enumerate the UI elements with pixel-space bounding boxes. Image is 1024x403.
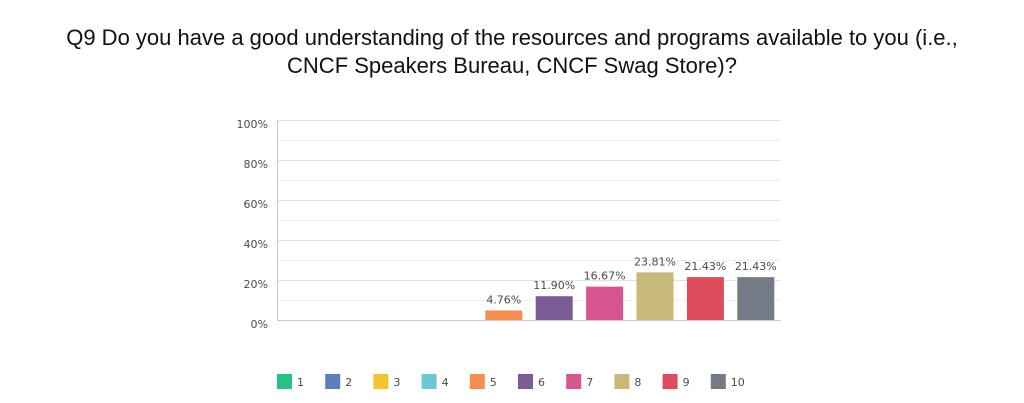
legend-swatch-4 [421, 374, 437, 389]
legend-label-4: 4 [442, 376, 449, 389]
legend-label-3: 3 [393, 376, 400, 389]
data-label-7: 16.67% [584, 270, 626, 283]
gridlines [277, 120, 781, 321]
legend-swatch-9 [662, 374, 678, 389]
data-label-9: 21.43% [684, 260, 726, 273]
legend-label-6: 6 [538, 376, 545, 389]
chart-title: Q9 Do you have a good understanding of t… [0, 24, 1024, 80]
y-tick-label: 40% [244, 238, 268, 251]
bar-7 [586, 286, 624, 320]
data-labels: 4.76% 11.90% 16.67% 23.81% 21.43% 21.43% [486, 255, 776, 306]
legend-swatch-8 [614, 374, 630, 389]
legend-swatch-6 [518, 374, 533, 389]
y-tick-label: 80% [244, 158, 268, 171]
legend-label-9: 9 [683, 376, 690, 389]
legend-swatch-10 [710, 374, 726, 389]
bar-10 [737, 277, 775, 320]
y-tick-label: 60% [244, 198, 268, 211]
legend-label-1: 1 [297, 376, 304, 389]
data-label-8: 23.81% [634, 255, 676, 268]
legend-label-2: 2 [345, 376, 352, 389]
y-axis: 0% 20% 40% 60% 80% 100% [237, 118, 268, 331]
legend: 1 2 3 4 5 6 7 8 9 10 [277, 374, 745, 389]
legend-swatch-3 [373, 374, 389, 389]
data-label-6: 11.90% [533, 279, 575, 292]
legend-label-5: 5 [490, 376, 497, 389]
legend-label-8: 8 [634, 376, 641, 389]
y-tick-label: 100% [237, 118, 268, 131]
bar-8 [636, 272, 674, 320]
bar-9 [686, 277, 724, 320]
data-label-10: 21.43% [735, 260, 777, 273]
legend-label-10: 10 [731, 376, 745, 389]
chart-title-line-2: CNCF Speakers Bureau, CNCF Swag Store)? [287, 53, 737, 78]
y-tick-label: 0% [251, 318, 268, 331]
legend-swatch-7 [566, 374, 582, 389]
data-label-5: 4.76% [486, 293, 521, 306]
bars [485, 272, 775, 320]
y-tick-label: 20% [244, 278, 268, 291]
bar-5 [485, 310, 523, 320]
bar-6 [535, 296, 573, 320]
legend-swatch-2 [325, 374, 341, 389]
chart-title-line-1: Q9 Do you have a good understanding of t… [66, 25, 958, 50]
legend-swatch-5 [469, 374, 485, 389]
legend-label-7: 7 [586, 376, 593, 389]
legend-swatch-1 [277, 374, 292, 389]
